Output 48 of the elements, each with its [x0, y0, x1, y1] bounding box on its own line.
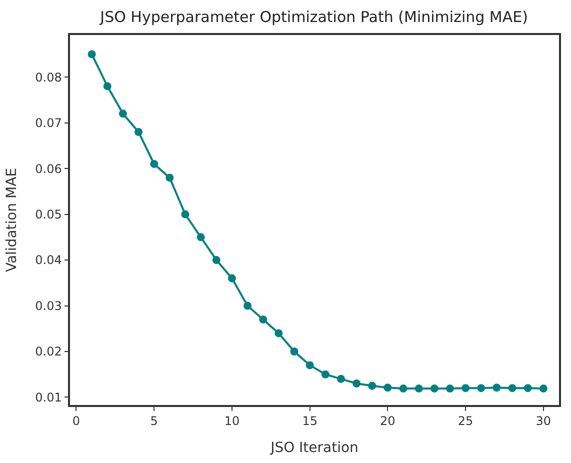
point [321, 370, 330, 378]
point [352, 380, 361, 388]
point [150, 160, 158, 168]
point [384, 384, 392, 392]
point [336, 374, 345, 383]
point [228, 274, 236, 282]
y-axis-title: Validation MAE [4, 168, 20, 272]
x-tick-label: 30 [536, 414, 552, 428]
x-tick-label: 15 [302, 414, 318, 428]
x-tick-label: 10 [224, 414, 240, 428]
y-tick-label: 0.04 [35, 253, 62, 268]
point [290, 347, 298, 356]
point [181, 210, 190, 218]
x-tick-label: 25 [458, 414, 474, 428]
point [399, 384, 408, 393]
point [430, 384, 438, 393]
y-tick-label: 0.03 [35, 298, 62, 313]
point [196, 233, 205, 242]
point [462, 384, 470, 392]
y-tick-label: 0.01 [35, 390, 62, 404]
point [524, 384, 532, 392]
y-tick-label: 0.08 [35, 70, 62, 84]
point [103, 82, 112, 90]
point [508, 384, 516, 392]
point [446, 384, 454, 393]
point [88, 50, 96, 58]
chart-title: JSO Hyperparameter Optimization Path (Minimizing MAE) [99, 8, 528, 26]
point [244, 302, 252, 310]
y-tick-label: 0.07 [35, 116, 62, 130]
point [306, 361, 314, 370]
y-tick-label: 0.02 [35, 344, 62, 359]
point [492, 384, 501, 392]
x-axis-title: JSO Iteration [270, 440, 358, 456]
point [274, 329, 283, 338]
y-tick-label: 0.06 [35, 162, 62, 176]
x-tick-label: 20 [380, 414, 396, 428]
point [166, 174, 174, 182]
point [259, 315, 268, 324]
x-tick-label: 5 [150, 414, 158, 428]
point [118, 110, 127, 118]
point [212, 256, 220, 264]
point [134, 128, 143, 136]
point [368, 382, 376, 390]
point [539, 384, 548, 393]
y-tick-label: 0.05 [35, 207, 62, 222]
point [414, 384, 423, 393]
x-tick-label: 0 [72, 414, 80, 428]
point [477, 384, 486, 392]
